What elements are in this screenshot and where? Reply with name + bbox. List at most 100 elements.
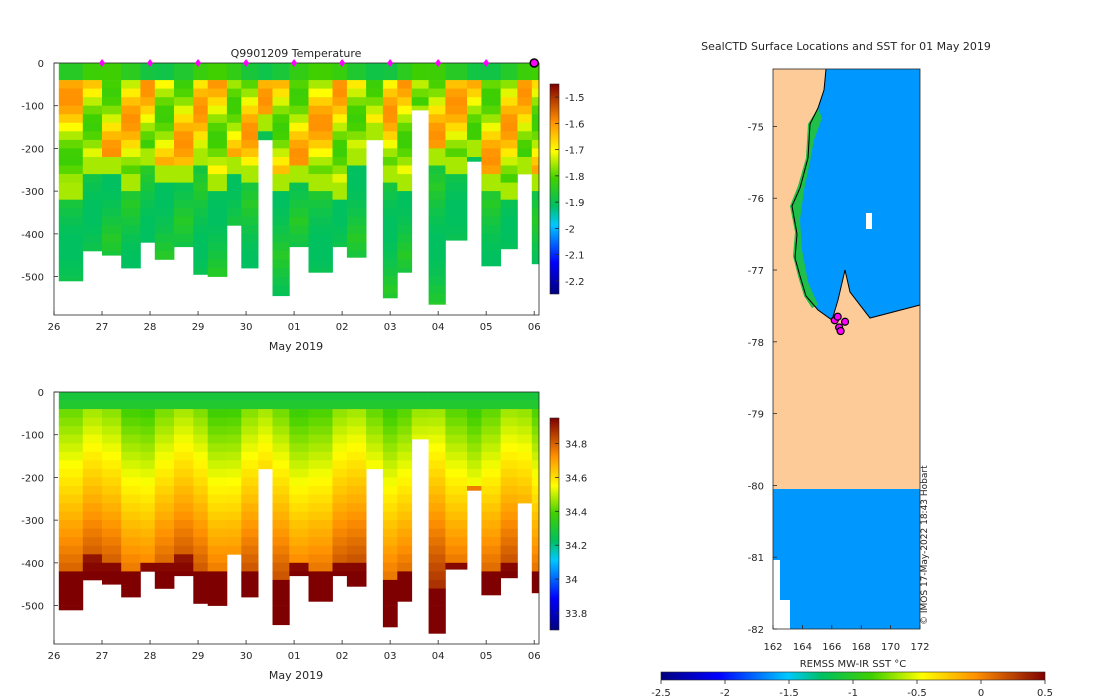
t-cell: [193, 157, 209, 166]
s-cell: [241, 554, 259, 564]
t-cell: [58, 114, 84, 124]
map-x-tick-label: 162: [763, 642, 782, 653]
s-cell: [289, 426, 309, 436]
t-cell: [481, 131, 501, 141]
s-cell: [500, 562, 518, 572]
s-cell: [445, 511, 468, 521]
t-cell: [428, 250, 446, 260]
t-cell: [531, 191, 539, 200]
t-cell: [193, 233, 209, 243]
s-cell: [207, 528, 228, 538]
s-cell: [121, 520, 141, 529]
temperature-x-ticks: 26 27 28 29 30 01 02 03 04 05 06: [48, 311, 541, 333]
t-cell: [289, 88, 309, 98]
s-cell: [332, 503, 348, 512]
s-cell: [397, 597, 413, 602]
s-cell: [121, 571, 141, 581]
t-cell: [82, 131, 103, 141]
s-cell: [272, 468, 290, 478]
t-cell: [82, 139, 103, 149]
s-cell: [397, 511, 413, 521]
t-cell: [397, 225, 413, 235]
s-cell: [428, 631, 446, 634]
t-cell: [445, 139, 468, 149]
salinity-xlabel: May 2019: [269, 669, 323, 682]
s-cell: [241, 460, 259, 470]
t-cell: [154, 63, 175, 72]
t-cell: [308, 191, 333, 200]
t-cell: [140, 148, 156, 158]
s-cell: [289, 503, 309, 512]
s-cell: [428, 554, 446, 564]
s-cell: [193, 443, 209, 453]
s-cell: [467, 409, 482, 418]
s-cell: [58, 409, 84, 418]
t-cell: [332, 225, 348, 235]
t-cell: [481, 182, 501, 192]
t-cell: [174, 174, 194, 183]
t-cell: [332, 174, 348, 183]
t-colorbar-tick-label: -2.1: [565, 251, 585, 262]
s-cell: [346, 409, 367, 418]
t-colorbar-tick-label: -1.8: [565, 172, 585, 183]
s-cell: [531, 460, 539, 470]
t-cell: [82, 71, 103, 81]
t-cell: [531, 157, 539, 166]
t-cell: [500, 225, 518, 235]
t-cell: [332, 199, 348, 209]
s-cell: [397, 451, 413, 461]
t-colorbar-tick-label: -1.7: [565, 146, 585, 157]
t-cell: [346, 63, 367, 72]
s-cell: [140, 409, 156, 418]
map-y-tick-label: -77: [748, 266, 764, 277]
s-cell: [82, 494, 103, 504]
s-cell: [411, 392, 429, 401]
t-cell: [140, 71, 156, 81]
s-cell: [411, 400, 429, 410]
t-cell: [467, 122, 482, 132]
s-cell: [467, 477, 482, 487]
s-cell: [382, 417, 398, 427]
t-cell: [366, 71, 384, 81]
s-cell: [397, 434, 413, 444]
s-cell: [272, 400, 290, 410]
t-cell: [82, 114, 103, 124]
s-cell: [241, 426, 259, 436]
s-cell: [174, 520, 194, 529]
s-cell: [445, 400, 468, 410]
t-cell: [193, 182, 209, 192]
map-x-tick-label: 172: [910, 642, 929, 653]
t-cell: [289, 97, 309, 107]
t-cell: [308, 268, 333, 273]
t-cell: [258, 71, 273, 81]
temperature-y-ticks: 0 -100 -200 -300 -400 -500: [21, 59, 58, 284]
t-cell: [121, 225, 141, 235]
t-cell: [154, 242, 175, 252]
s-cell: [82, 554, 103, 564]
s-cell: [467, 434, 482, 444]
s-cell: [207, 562, 228, 572]
s-cell: [102, 503, 122, 512]
t-cell: [346, 165, 367, 175]
map-x-ticks: 162 164 166 168 170 172: [763, 625, 930, 653]
t-cell: [174, 97, 194, 107]
t-cell: [154, 97, 175, 107]
t-cell: [140, 191, 156, 200]
t-cell: [397, 191, 413, 200]
t-cell: [346, 80, 367, 89]
s-cell: [382, 434, 398, 444]
t-cell: [481, 233, 501, 243]
s-cell: [258, 443, 273, 453]
t-cell: [58, 131, 84, 141]
t-cell: [428, 199, 446, 209]
s-cell: [382, 460, 398, 470]
t-cell: [193, 71, 209, 81]
s-cell: [382, 562, 398, 572]
s-cell: [531, 537, 539, 547]
t-cell: [428, 114, 446, 124]
t-cell: [382, 63, 398, 72]
s-cell: [193, 528, 209, 538]
t-cell: [428, 259, 446, 269]
t-cell: [121, 157, 141, 166]
s-cell: [467, 451, 482, 461]
